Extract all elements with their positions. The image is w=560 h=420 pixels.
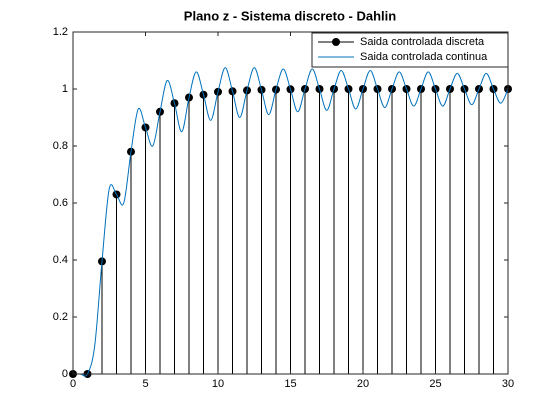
- y-tick-label: 1: [62, 83, 68, 95]
- legend-box: [311, 32, 509, 68]
- x-tick-label: 0: [70, 378, 76, 390]
- legend-label: Saida controlada discreta: [360, 36, 485, 48]
- x-tick-label: 5: [142, 378, 148, 390]
- legend: Saida controlada discreta Saida controlad…: [311, 32, 509, 68]
- y-tick-label: 0.8: [53, 140, 68, 152]
- x-tick-label: 25: [429, 378, 441, 390]
- y-tick-label: 1.2: [53, 26, 68, 38]
- x-tick-label: 10: [212, 378, 224, 390]
- y-tick-label: 0: [62, 368, 68, 380]
- x-tick-label: 20: [357, 378, 369, 390]
- legend-label: Saida controlada continua: [360, 51, 488, 63]
- line: [72, 67, 509, 377]
- y-tick-label: 0.4: [53, 254, 68, 266]
- x-tick-label: 30: [502, 378, 514, 390]
- chart-title: Plano z - Sistema discreto - Dahlin: [184, 8, 396, 23]
- legend-marker: [332, 38, 340, 46]
- y-tick-label: 0.6: [53, 197, 68, 209]
- y-tick-label: 0.2: [53, 311, 68, 323]
- x-tick-label: 15: [284, 378, 296, 390]
